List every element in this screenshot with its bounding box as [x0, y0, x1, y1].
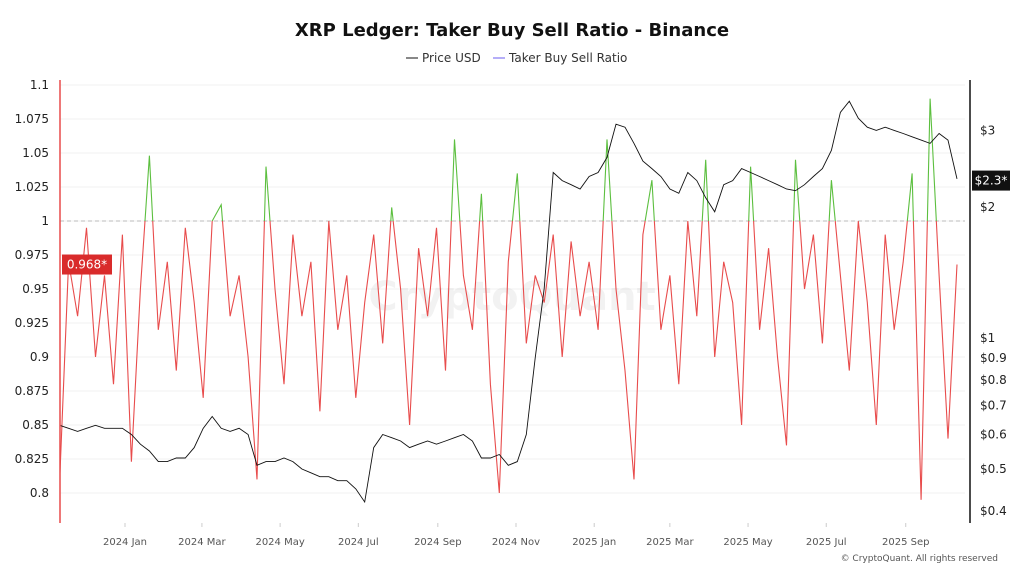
right-tick-label: $0.6 — [980, 428, 1007, 442]
right-tick-label: $1 — [980, 331, 995, 345]
right-tick-label: $0.7 — [980, 398, 1007, 412]
left-tick-label: 0.95 — [22, 282, 49, 296]
price-line — [59, 100, 958, 504]
x-tick-label: 2024 Jul — [338, 537, 379, 548]
x-tick-label: 2025 Mar — [646, 537, 694, 548]
right-tick-label: $0.5 — [980, 462, 1007, 476]
right-tick-label: $0.9 — [980, 351, 1007, 365]
right-tick-label: $2 — [980, 200, 995, 214]
svg-text:$2.3*: $2.3* — [975, 174, 1008, 188]
x-axis-ticks: 2024 Jan 2024 Mar 2024 May 2024 Jul 2024 Sep… — [103, 523, 929, 548]
left-tick-label: 0.85 — [22, 418, 49, 432]
current-ratio-badge: 0.968* — [62, 254, 112, 275]
left-tick-label: 1.1 — [30, 78, 49, 92]
svg-text:0.968*: 0.968* — [67, 258, 107, 272]
right-axis-ticks: $0.4 $0.5 $0.6 $0.7 $0.8 $0.9 $1 $2 $3 — [980, 123, 1007, 518]
x-tick-label: 2025 May — [723, 537, 772, 548]
ratio-line-below-threshold — [60, 221, 958, 500]
x-tick-label: 2024 Jan — [103, 537, 147, 548]
left-tick-label: 1.05 — [22, 146, 49, 160]
x-tick-label: 2024 Nov — [492, 537, 540, 548]
right-tick-label: $0.8 — [980, 373, 1007, 387]
legend-price-label[interactable]: Price USD — [422, 51, 481, 65]
x-tick-label: 2024 Sep — [414, 537, 461, 548]
legend-ratio-label[interactable]: Taker Buy Sell Ratio — [508, 51, 627, 65]
left-tick-label: 0.925 — [15, 316, 49, 330]
x-tick-label: 2025 Jan — [572, 537, 616, 548]
left-tick-label: 1.075 — [15, 112, 49, 126]
legend: Price USD Taker Buy Sell Ratio — [406, 51, 627, 65]
left-tick-label: 0.825 — [15, 452, 49, 466]
left-tick-label: 0.8 — [30, 486, 49, 500]
left-tick-label: 0.9 — [30, 350, 49, 364]
left-axis-ticks: 0.8 0.825 0.85 0.875 0.9 0.925 0.95 0.975 1 1.025… — [15, 78, 49, 500]
x-tick-label: 2025 Jul — [806, 537, 847, 548]
left-tick-label: 0.875 — [15, 384, 49, 398]
left-tick-label: 1.025 — [15, 180, 49, 194]
chart-title: XRP Ledger: Taker Buy Sell Ratio - Binan… — [295, 20, 729, 41]
right-tick-label: $0.4 — [980, 504, 1007, 518]
x-tick-label: 2024 May — [255, 537, 304, 548]
x-tick-label: 2024 Mar — [178, 537, 226, 548]
current-price-badge: $2.3* — [972, 170, 1010, 191]
right-tick-label: $3 — [980, 123, 995, 137]
x-tick-label: 2025 Sep — [882, 537, 929, 548]
watermark: CryptoQuant — [368, 274, 655, 320]
footer-copyright: © CryptoQuant. All rights reserved — [841, 554, 998, 564]
left-tick-label: 1 — [41, 214, 49, 228]
left-tick-label: 0.975 — [15, 248, 49, 262]
